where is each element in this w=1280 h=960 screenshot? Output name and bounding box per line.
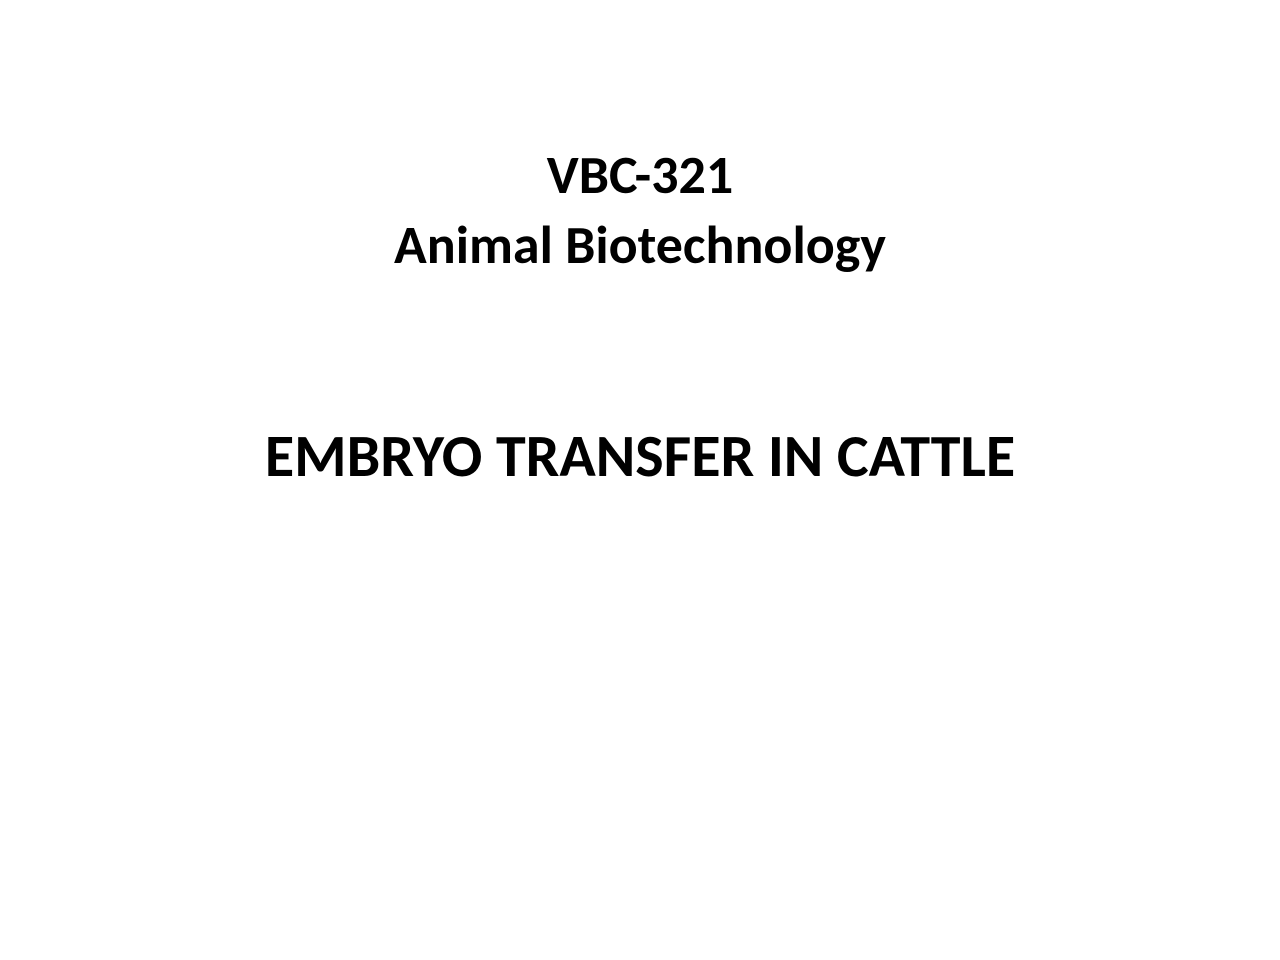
main-title: EMBRYO TRANSFER IN CATTLE	[0, 420, 1280, 493]
slide-container: VBC-321 Animal Biotechnology EMBRYO TRAN…	[0, 0, 1280, 960]
course-name: Animal Biotechnology	[0, 210, 1280, 280]
course-header: VBC-321 Animal Biotechnology	[0, 140, 1280, 280]
course-code: VBC-321	[0, 140, 1280, 210]
